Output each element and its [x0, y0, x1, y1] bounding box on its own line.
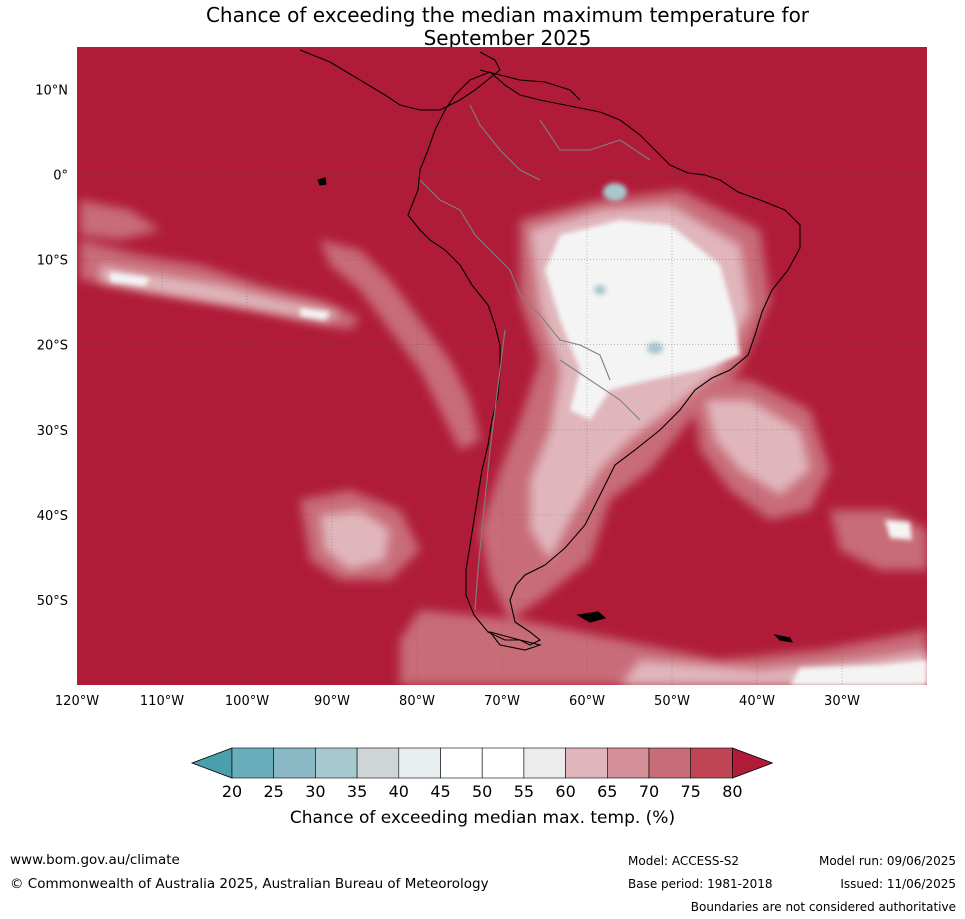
field-pacific-blob-mid [320, 510, 390, 570]
graticule [77, 47, 927, 685]
field-atlantic-mid [705, 400, 810, 495]
title-line-2: September 2025 [423, 26, 592, 50]
border-argentina-paraguay [559, 359, 641, 421]
colorbar-segment-10 [648, 747, 692, 779]
map-title: Chance of exceeding the median maximum t… [0, 4, 965, 50]
colorbar-segment-0 [231, 747, 275, 779]
colorbar-tick-1: 25 [263, 782, 284, 801]
colorbar-segment-1 [273, 747, 316, 779]
latitude-labels: 10°N 0° 10°S 20°S 30°S 40°S 50°S [35, 84, 68, 609]
lon-label-6: 60°W [569, 694, 605, 709]
colorbar-low-arrow [190, 747, 233, 779]
lat-label-4: 30°S [37, 424, 68, 439]
lon-label-9: 30°W [824, 694, 860, 709]
colorbar-tick-12: 80 [722, 782, 743, 801]
colorbar-label: Chance of exceeding median max. temp. (%… [289, 808, 676, 828]
lon-label-8: 40°W [739, 694, 775, 709]
map-figure: 10°N 0° 10°S 20°S 30°S 40°S 50°S 120°W 110°W 100… [35, 47, 927, 709]
lat-label-5: 40°S [37, 509, 68, 524]
colorbar-tick-4: 40 [388, 782, 409, 801]
lon-label-7: 50°W [654, 694, 690, 709]
field-pacific-core-2 [300, 308, 330, 320]
title-line-1: Chance of exceeding the median maximum t… [205, 3, 810, 27]
caribbean-coastline [479, 69, 581, 101]
lon-label-3: 90°W [314, 694, 350, 709]
field-brazil-core [545, 220, 740, 420]
colorbar-segment-4 [398, 747, 441, 779]
lat-label-2: 10°S [37, 254, 68, 269]
field-south-core [790, 660, 927, 685]
country-borders [419, 104, 651, 611]
colorbar-tick-9: 65 [597, 782, 618, 801]
lon-label-0: 120°W [55, 694, 99, 709]
lat-label-0: 10°N [35, 84, 68, 99]
colorbar-high-arrow [732, 747, 774, 779]
field-south-band [400, 610, 927, 685]
field-west-band [80, 200, 160, 240]
lat-label-1: 0° [53, 169, 68, 184]
colorbar-segment-9 [606, 747, 650, 779]
footer-issued: Issued: 11/06/2025 [840, 877, 956, 891]
border-peru-brazil [459, 209, 541, 316]
field-pacific-core [110, 272, 150, 286]
border-colombia-venezuela [469, 104, 541, 181]
colorbar-tick-6: 50 [472, 782, 493, 801]
tierra-del-fuego [488, 631, 542, 651]
galapagos [317, 177, 327, 186]
colorbar-tick-7: 55 [513, 782, 535, 801]
longitude-labels: 120°W 110°W 100°W 90°W 80°W 70°W 60°W 50°W 40°W 3… [55, 694, 860, 709]
colorbar-tick-11: 75 [680, 782, 701, 801]
lon-label-2: 100°W [225, 694, 269, 709]
field-pacific-band-2 [320, 240, 480, 450]
south-america-coastline [407, 71, 801, 646]
footer-disclaimer: Boundaries are not considered authoritat… [690, 900, 956, 914]
border-bolivia [539, 314, 611, 381]
colorbar-tick-10: 70 [638, 782, 660, 801]
field-blue-spot-3 [594, 285, 606, 295]
falklands [576, 611, 607, 623]
colorbar-segment-7 [523, 747, 566, 779]
border-guianas [539, 119, 651, 161]
colorbar-segment-3 [356, 747, 400, 779]
south-georgia [773, 634, 793, 643]
border-argentina-chile [474, 329, 506, 611]
coastlines [299, 49, 801, 651]
footer-copyright: © Commonwealth of Australia 2025, Austra… [10, 876, 489, 892]
colorbar-tick-8: 60 [555, 782, 576, 801]
footer-base-period: Base period: 1981-2018 [628, 877, 773, 891]
colorbar [190, 747, 774, 779]
colorbar-segment-8 [565, 747, 608, 779]
colorbar-tick-2: 30 [305, 782, 326, 801]
lat-label-6: 50°S [37, 594, 68, 609]
lat-label-3: 20°S [37, 339, 68, 354]
colorbar-segment-5 [440, 747, 483, 779]
border-ecuador [419, 179, 461, 211]
field-pacific-mid [100, 265, 340, 322]
footer-website[interactable]: www.bom.gov.au/climate [10, 852, 180, 868]
colorbar-tick-3: 35 [346, 782, 368, 801]
field-east-core [885, 520, 912, 540]
field-blue-spot-2 [647, 342, 663, 354]
footer-model-run: Model run: 09/06/2025 [818, 854, 956, 868]
colorbar-tick-5: 45 [430, 782, 451, 801]
colorbar-segment-11 [690, 747, 733, 779]
field-blue-spot-1 [603, 183, 627, 201]
central-america-coastline [299, 49, 501, 111]
footer-model: Model: ACCESS-S2 [628, 854, 740, 868]
colorbar-segment-6 [481, 747, 525, 779]
lon-label-1: 110°W [140, 694, 184, 709]
colorbar-tick-0: 20 [221, 782, 243, 801]
lon-label-4: 80°W [399, 694, 435, 709]
lon-label-5: 70°W [484, 694, 520, 709]
colorbar-segment-2 [315, 747, 358, 779]
